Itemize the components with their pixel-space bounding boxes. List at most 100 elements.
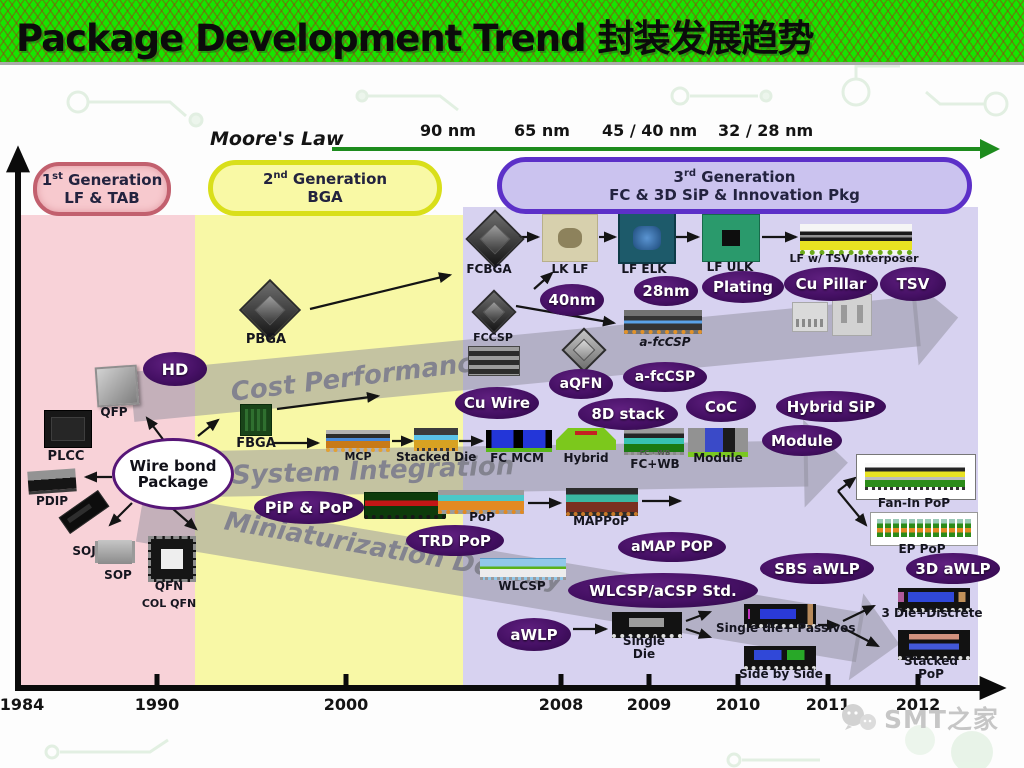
year-2010: 2010 <box>715 695 761 714</box>
lk-lf-label: LK LF <box>551 262 589 276</box>
node-32-28nm-label: 32 / 28 nm <box>718 121 814 140</box>
pdip-chip-image <box>27 468 77 495</box>
mappop-package-image <box>566 488 638 516</box>
ep-pop-cross-section <box>877 519 971 537</box>
hd-oval: HD <box>143 352 207 386</box>
lf-elk-label: LF ELK <box>621 262 667 276</box>
generation-3-title: 3rd Generation <box>673 167 796 186</box>
a-fccsp-package-image <box>624 310 702 334</box>
three-die-discrete-image <box>898 588 970 612</box>
lf-tsv-interposer-image <box>800 224 912 255</box>
mappop-label: MAPPoP <box>573 514 629 528</box>
qfn-chip-image <box>148 536 196 582</box>
a-fccsp-image-label: a-fcCSP <box>639 335 691 349</box>
generation-3-badge: 3rd Generation FC & 3D SiP & Innovation … <box>497 157 972 214</box>
title-bar <box>0 0 1024 65</box>
col-qfn-label: COL QFN <box>141 597 197 610</box>
fbga-label: FBGA <box>236 436 276 451</box>
pop-package-image <box>438 490 524 514</box>
sop-label: SOP <box>104 568 132 582</box>
hybrid-label: Hybrid <box>563 451 609 465</box>
wechat-logo-icon <box>842 704 876 730</box>
cu-wire-oval: Cu Wire <box>455 387 539 419</box>
generation-2-title: 2nd Generation <box>262 170 388 188</box>
page-title: Package Development Trend 封装发展趋势 <box>16 17 814 60</box>
fc-wb-label: FC+WB <box>630 457 680 471</box>
stacked-pop-image <box>898 630 970 660</box>
hybrid-sip-oval: Hybrid SiP <box>776 391 886 422</box>
year-2008: 2008 <box>538 695 584 714</box>
stacked-pop-label-line2: PoP <box>918 667 944 681</box>
generation-2-subtitle: BGA <box>307 188 343 206</box>
module-oval: Module <box>762 425 842 456</box>
pip-pop-oval: PiP & PoP <box>254 491 364 524</box>
single-die-label-line2: Die <box>632 647 656 661</box>
awlp-oval: aWLP <box>497 618 571 651</box>
qfp-label: QFP <box>100 405 128 419</box>
fc-wb-package-image <box>624 428 684 455</box>
node-90nm-label: 90 nm <box>420 121 476 140</box>
side-by-side-label: Side by Side <box>739 667 823 681</box>
watermark-text: SMT之家 <box>884 705 999 734</box>
aqfn-oval: aQFN <box>549 369 613 399</box>
fcbga-label: FCBGA <box>466 262 512 276</box>
generation-3-subtitle: FC & 3D SiP & Innovation Pkg <box>609 185 860 204</box>
fan-in-pop-label: Fan-In PoP <box>877 496 951 510</box>
fan-in-pop-image <box>856 454 976 500</box>
fan-in-pop-cross-section <box>865 463 965 490</box>
lf-ulk-label: LF ULK <box>706 260 754 274</box>
node-45-40nm-label: 45 / 40 nm <box>602 121 698 140</box>
pbga-label: PBGA <box>245 332 287 347</box>
plcc-chip-image <box>44 410 92 448</box>
stacked-die-label: Stacked Die <box>396 450 477 464</box>
mcp-label: MCP <box>344 450 372 463</box>
28nm-oval: 28nm <box>634 276 698 306</box>
qfp-chip-image <box>94 364 140 408</box>
ep-pop-image <box>870 512 978 546</box>
40nm-oval: 40nm <box>540 284 604 316</box>
fccsp-wire-photo <box>468 346 520 376</box>
tsv-oval: TSV <box>880 267 946 301</box>
lf-ulk-image <box>702 214 760 262</box>
fbga-chip-image <box>240 404 272 436</box>
plcc-label: PLCC <box>47 449 85 464</box>
cu-pillar-oval: Cu Pillar <box>784 267 878 301</box>
qfn-label: QFN <box>154 579 184 593</box>
pdip-label: PDIP <box>35 494 68 508</box>
fc-mcm-label: FC MCM <box>490 451 544 465</box>
pop-label: PoP <box>469 510 495 524</box>
moores-law-label: Moore's Law <box>210 128 344 150</box>
soj-label: SOJ <box>72 544 96 558</box>
generation-1-title: 1st Generation <box>41 171 163 189</box>
plating-oval: Plating <box>702 271 784 303</box>
sbs-awlp-oval: SBS aWLP <box>760 553 874 584</box>
lk-lf-image <box>542 214 598 262</box>
lf-elk-image <box>618 212 676 264</box>
wlcsp-label: WLCSP <box>498 579 546 593</box>
sop-chip-image <box>98 540 132 564</box>
fc-wb-tiny-label: FC - WB <box>639 449 671 457</box>
coc-oval: CoC <box>686 391 756 422</box>
year-2012: 2012 <box>895 695 941 714</box>
single-die-label-line1: Single <box>622 634 666 648</box>
stacked-pop-label-line1: Stacked <box>904 654 958 668</box>
year-1990: 1990 <box>134 695 180 714</box>
8d-stack-oval: 8D stack <box>578 398 678 430</box>
single-die-passives-label: Single die+ Passives <box>716 621 856 635</box>
year-2009: 2009 <box>626 695 672 714</box>
generation-2-badge: 2nd Generation BGA <box>208 160 442 216</box>
wlcsp-package-image <box>480 558 566 580</box>
mcp-package-image <box>326 430 390 452</box>
3d-awlp-oval: 3D aWLP <box>906 553 1000 584</box>
node-65nm-label: 65 nm <box>514 121 570 140</box>
module-image-label: Module <box>693 451 743 465</box>
year-1984: 1984 <box>0 695 45 714</box>
wlcsp-acsp-std-oval: WLCSP/aCSP Std. <box>568 573 758 608</box>
year-2011: 2011 <box>805 695 851 714</box>
year-2000: 2000 <box>323 695 369 714</box>
single-die-package-image <box>612 612 682 638</box>
three-die-discrete-label: 3 Die+Discrete <box>881 606 983 620</box>
wire-bond-package-hub: Wire bond Package <box>112 438 234 510</box>
amap-pop-oval: aMAP POP <box>618 532 726 562</box>
side-by-side-package-image <box>744 646 816 670</box>
